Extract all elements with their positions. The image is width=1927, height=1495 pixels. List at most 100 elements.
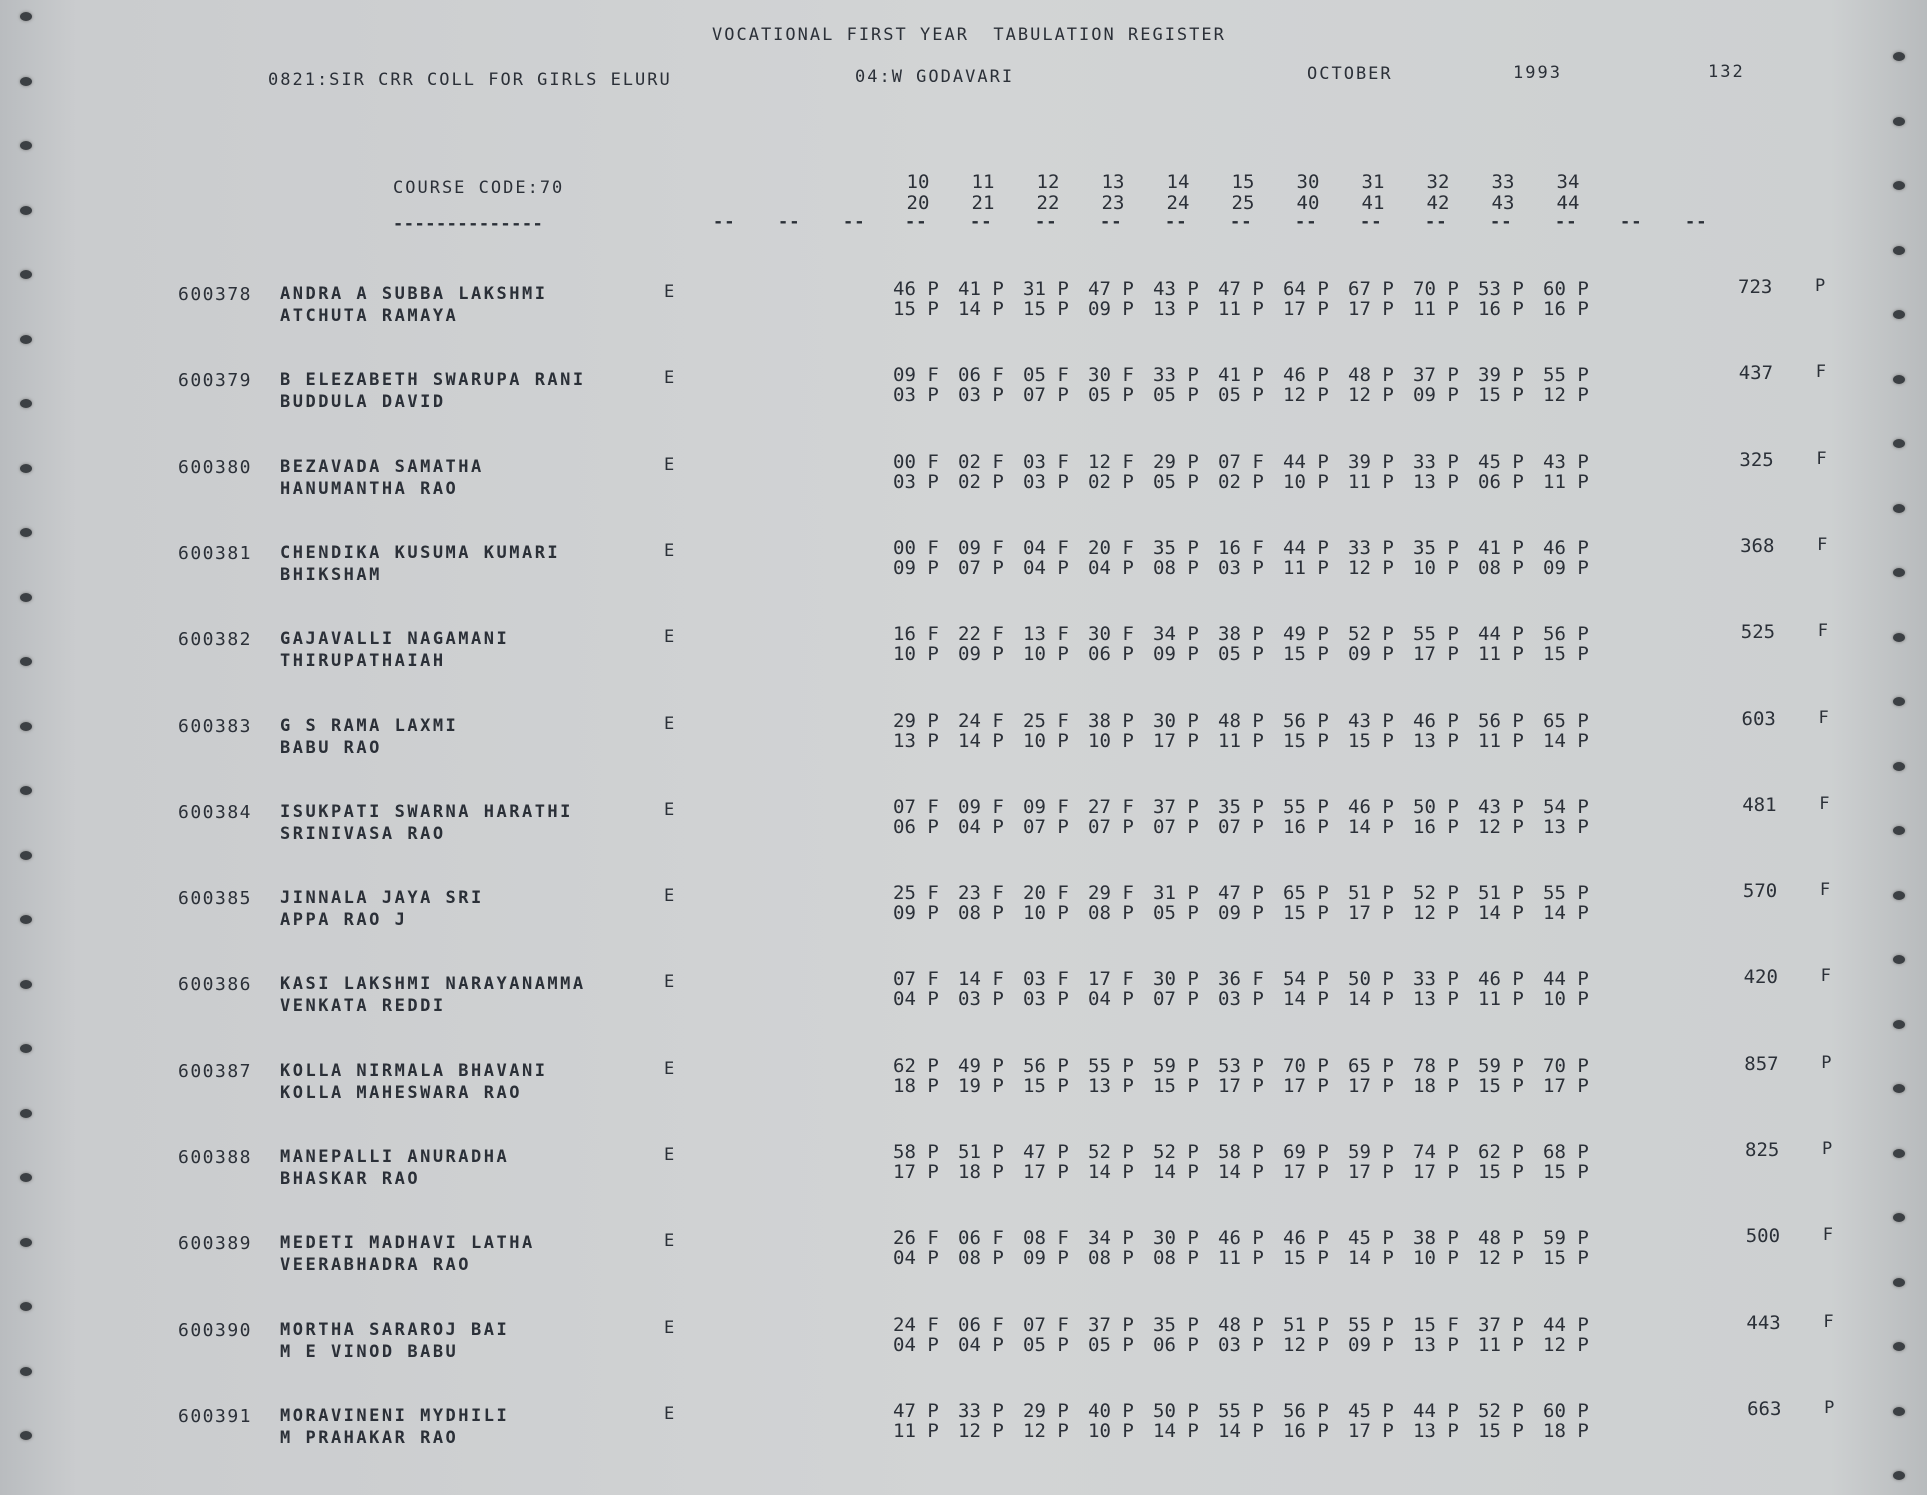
subject-mark: 14 P <box>1348 988 1394 1011</box>
subject-mark: 13 P <box>1413 729 1459 752</box>
subject-mark: 16 F <box>893 623 939 646</box>
subject-mark: 10 P <box>1088 1419 1134 1442</box>
student-row: 600387 KOLLA NIRMALA BHAVANI KOLLA MAHESWA… <box>0 1053 1927 1115</box>
subject-mark: 26 F <box>893 1227 939 1250</box>
subject-mark: 17 P <box>1413 643 1459 666</box>
subject-mark: 06 F <box>958 364 1004 387</box>
column-header-top: 13 <box>1101 171 1125 193</box>
column-divider-dash: -- <box>1685 212 1708 232</box>
subject-mark: 10 P <box>1413 556 1459 579</box>
subject-mark: 13 P <box>1413 988 1459 1011</box>
column-header-bottom: 40 <box>1296 192 1320 214</box>
subject-mark: 46 P <box>1283 364 1329 387</box>
subject-mark: 00 F <box>893 536 939 559</box>
subject-mark: 17 P <box>1283 1161 1329 1183</box>
subject-mark: 46 P <box>1478 968 1524 991</box>
subject-mark: 37 P <box>1413 364 1459 387</box>
subject-mark: 15 P <box>893 298 939 320</box>
subject-mark: 04 F <box>1023 536 1069 559</box>
student-row: 600382 GAJAVALLI NAGAMANI THIRUPATHAIAH E 16… <box>0 621 1927 683</box>
subject-mark: 16 F <box>1218 536 1264 559</box>
subject-mark: 11 P <box>1478 1333 1524 1356</box>
tractor-hole-icon <box>20 592 32 602</box>
total-marks: 825 <box>1745 1139 1780 1161</box>
subject-mark: 56 P <box>1283 709 1329 732</box>
subject-mark: 33 P <box>1348 536 1394 559</box>
subject-mark: 13 P <box>1413 1419 1459 1442</box>
subject-mark: 17 F <box>1088 968 1134 991</box>
tractor-hole-icon <box>20 270 32 279</box>
subject-mark: 06 P <box>1088 643 1134 666</box>
tractor-hole-icon <box>1893 1406 1905 1416</box>
subject-mark: 12 P <box>1543 1333 1589 1356</box>
result-status: F <box>1823 1311 1834 1332</box>
subject-mark: 59 P <box>1153 1054 1199 1077</box>
subject-mark: 43 P <box>1478 795 1524 818</box>
subject-mark: 29 F <box>1088 882 1134 905</box>
subject-mark: 15 P <box>1153 1074 1199 1097</box>
subject-mark: 33 P <box>1153 364 1199 387</box>
subject-mark: 35 P <box>1218 795 1264 818</box>
column-header-bottom: 43 <box>1491 192 1515 214</box>
tractor-hole-icon <box>20 1237 32 1247</box>
subject-mark: 51 P <box>1348 882 1394 905</box>
total-marks: 443 <box>1746 1311 1781 1334</box>
subject-mark: 11 P <box>1413 298 1459 320</box>
medium-code: E <box>664 1145 677 1165</box>
subject-mark: 70 P <box>1413 278 1459 300</box>
subject-mark: 47 P <box>1088 278 1134 300</box>
result-status: F <box>1822 1225 1833 1246</box>
column-header-top: 33 <box>1491 171 1515 193</box>
subject-mark: 18 P <box>1413 1074 1459 1097</box>
subject-mark: 10 P <box>1088 729 1134 752</box>
subject-mark: 17 P <box>1023 1161 1069 1183</box>
subject-mark: 03 P <box>1218 988 1264 1011</box>
subject-mark: 07 F <box>893 968 939 991</box>
district: 04:W GODAVARI <box>855 67 1015 87</box>
column-divider-dash: -- <box>1165 212 1188 232</box>
subject-mark: 13 F <box>1023 623 1069 646</box>
student-name: ANDRA A SUBBA LAKSHMI <box>280 284 548 304</box>
subject-mark: 55 P <box>1413 623 1459 646</box>
subject-mark: 44 P <box>1283 536 1329 559</box>
result-status: F <box>1819 880 1831 901</box>
register-title: VOCATIONAL FIRST YEAR TABULATION REGISTE… <box>712 25 1226 45</box>
course-underline: -------------- <box>393 214 544 234</box>
column-header-top: 30 <box>1296 171 1320 193</box>
subject-mark: 51 P <box>1283 1313 1329 1336</box>
father-name: BABU RAO <box>280 737 382 758</box>
subject-mark: 04 P <box>893 988 939 1011</box>
subject-mark: 09 P <box>893 556 939 579</box>
tractor-hole-icon <box>20 12 32 21</box>
tractor-hole-icon <box>20 141 32 150</box>
subject-mark: 12 F <box>1088 450 1134 473</box>
subject-mark: 35 P <box>1153 536 1199 559</box>
tractor-hole-icon <box>1893 503 1905 513</box>
roll-number: 600382 <box>178 629 253 651</box>
medium-code: E <box>664 713 677 734</box>
subject-mark: 05 P <box>1218 643 1264 666</box>
student-name: BEZAVADA SAMATHA <box>280 456 484 477</box>
subject-mark: 09 P <box>1088 298 1134 320</box>
roll-number: 600385 <box>178 888 253 910</box>
subject-mark: 15 P <box>1478 1074 1524 1097</box>
exam-year: 1993 <box>1513 63 1562 83</box>
student-row: 600381 CHENDIKA KUSUMA KUMARI BHIKSHAM E 00 … <box>0 535 1927 597</box>
total-marks: 437 <box>1738 362 1774 385</box>
subject-mark: 17 P <box>1413 1161 1459 1183</box>
subject-mark: 05 P <box>1153 470 1199 493</box>
subject-mark: 08 P <box>1153 556 1199 579</box>
medium-code: E <box>664 1317 677 1338</box>
subject-mark: 56 P <box>1023 1054 1069 1077</box>
roll-number: 600378 <box>178 284 253 305</box>
subject-mark: 15 P <box>1283 643 1329 666</box>
tractor-hole-icon <box>20 850 32 860</box>
subject-mark: 04 P <box>893 1247 939 1270</box>
subject-mark: 04 P <box>958 1333 1004 1356</box>
subject-mark: 13 P <box>893 729 939 752</box>
subject-mark: 50 P <box>1153 1399 1199 1422</box>
subject-mark: 30 P <box>1153 709 1199 732</box>
subject-mark: 15 P <box>1283 1247 1329 1270</box>
subject-mark: 17 P <box>1543 1074 1589 1097</box>
subject-mark: 33 P <box>1413 968 1459 991</box>
